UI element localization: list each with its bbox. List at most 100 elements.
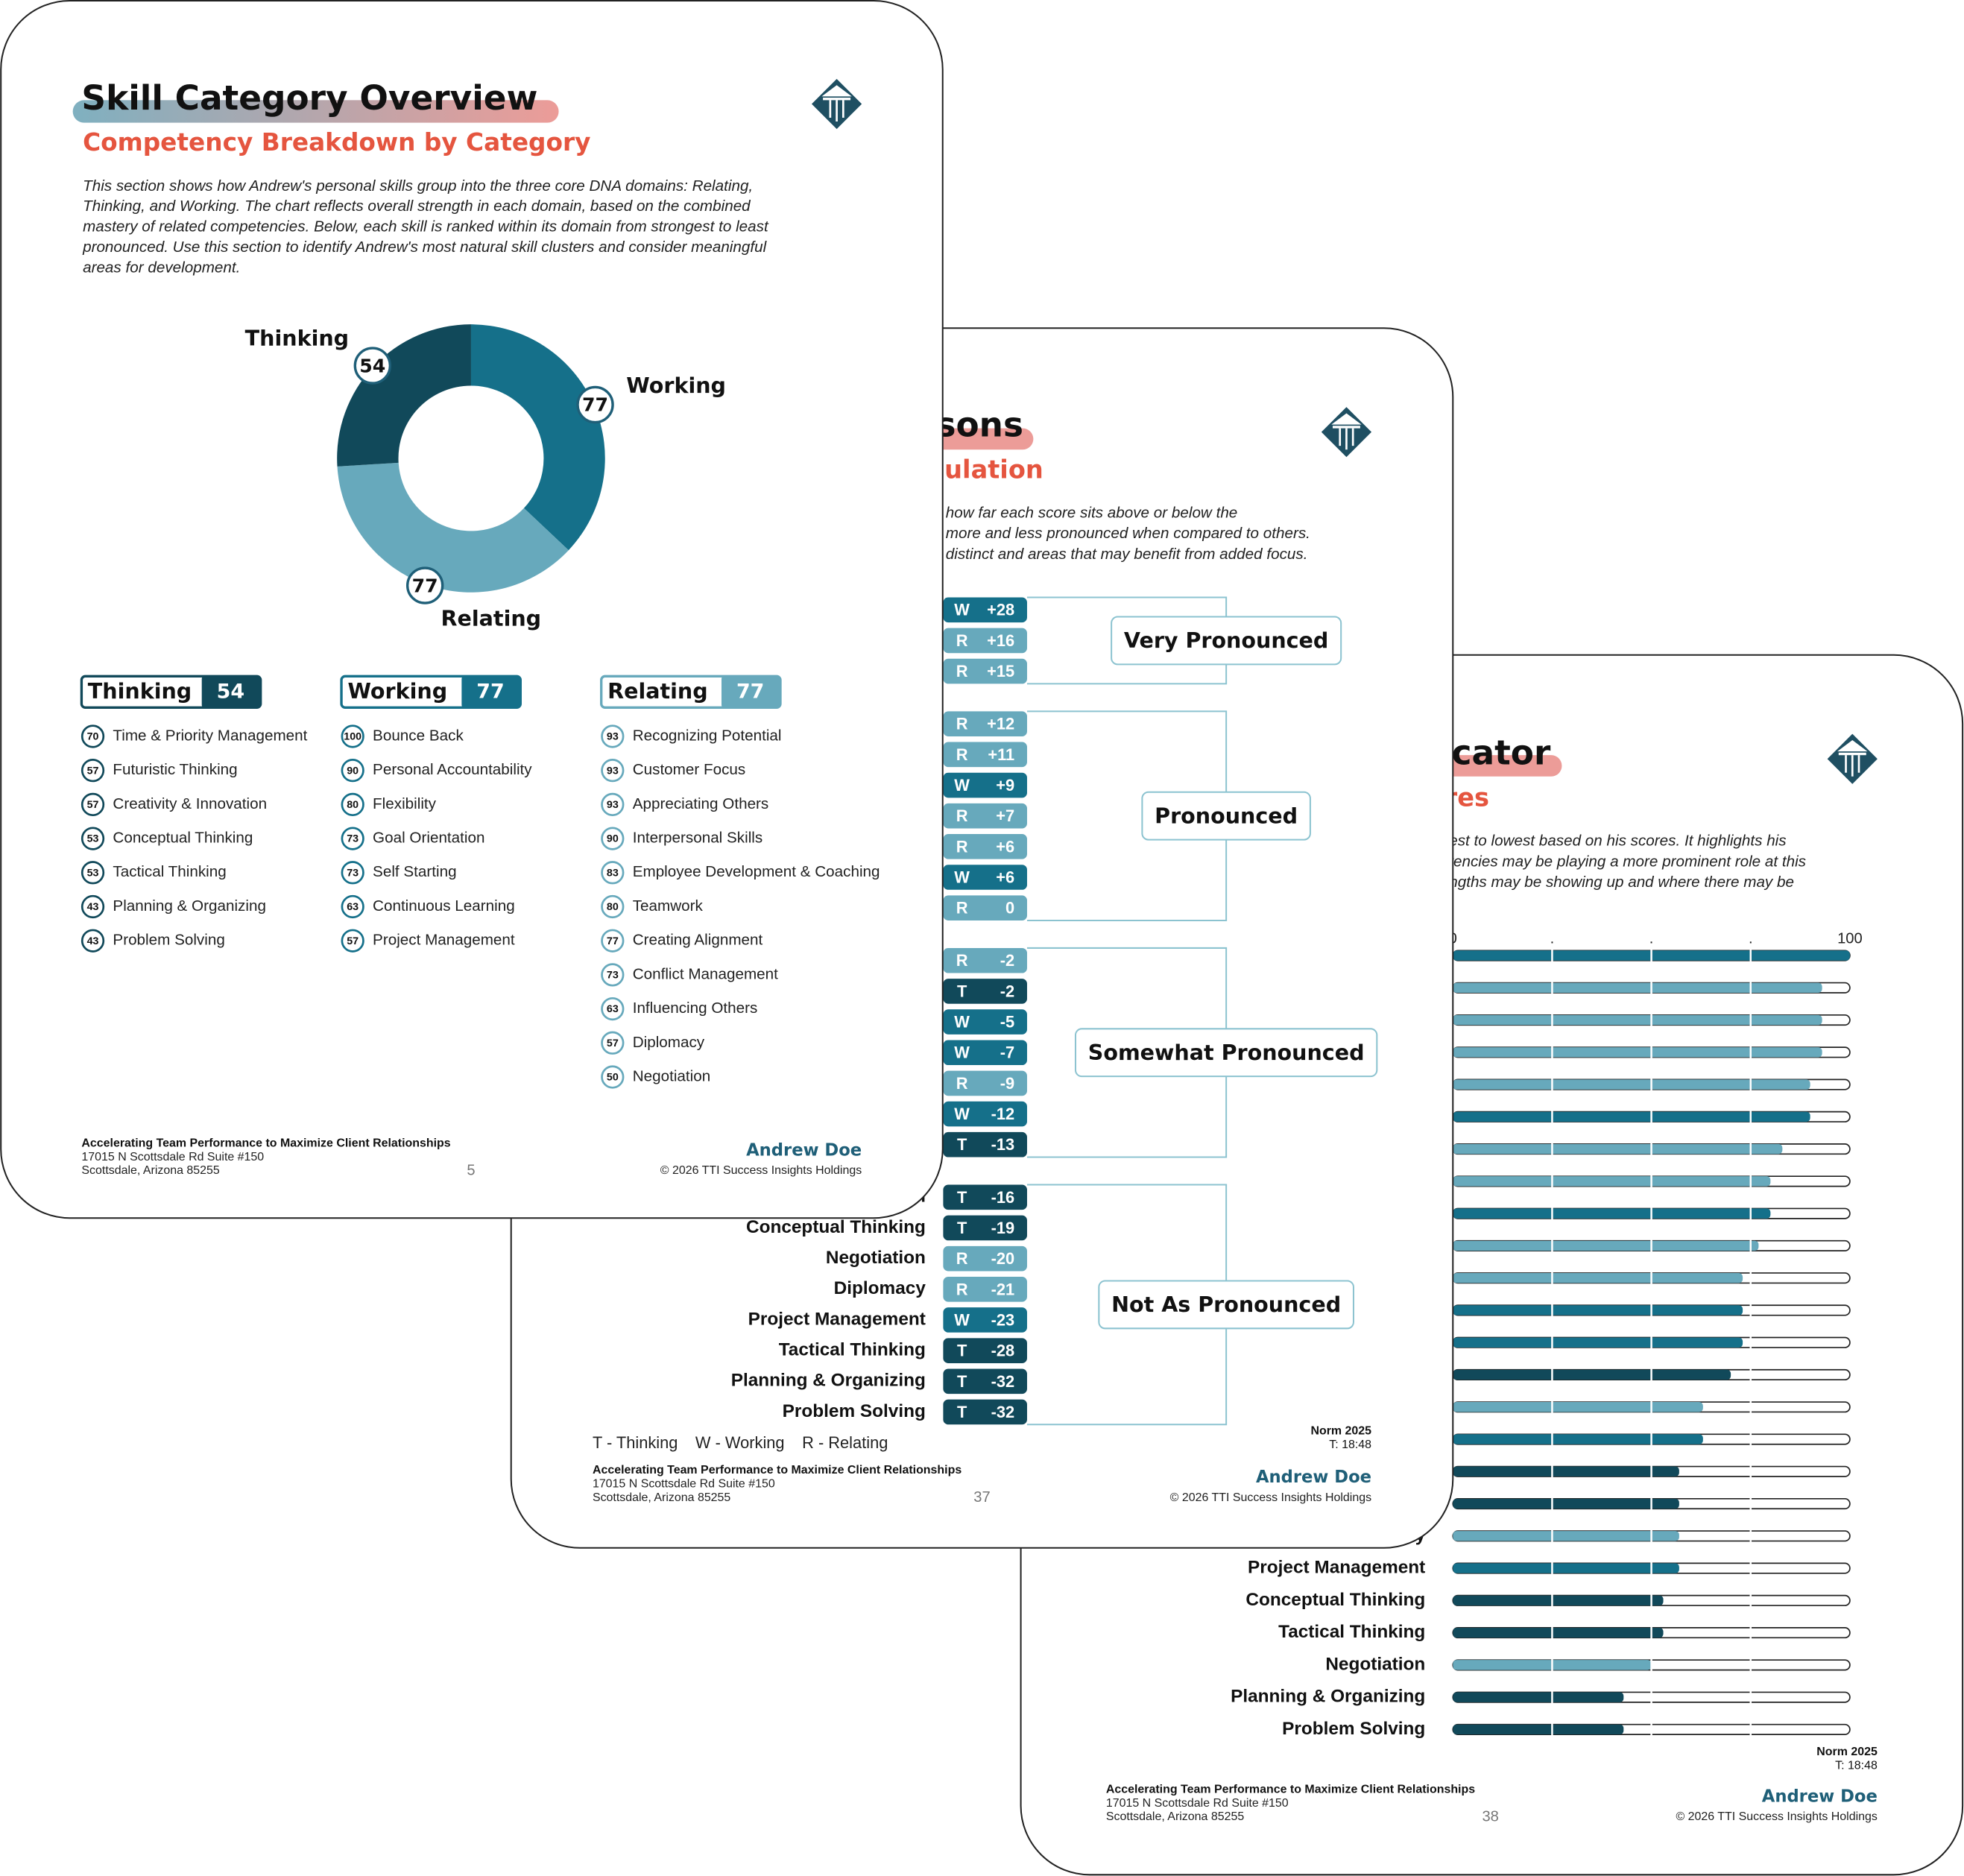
badge-domain: R <box>956 715 968 733</box>
badge <box>943 1040 1027 1066</box>
footer-address: Scottsdale, Arizona 85255 <box>1106 1810 1244 1823</box>
row-label: Project Management <box>748 1309 926 1329</box>
score-circle <box>80 894 105 919</box>
score-circle <box>80 759 105 783</box>
x-tick-label: . <box>1749 931 1753 947</box>
bar <box>1453 1369 1731 1380</box>
intro-line: This section shows how Andrew's personal… <box>83 177 753 195</box>
badge-domain: R <box>956 951 968 970</box>
badge-score: -16 <box>991 1188 1015 1207</box>
bar <box>1453 1402 1703 1412</box>
item-score: 57 <box>607 1038 619 1049</box>
item-score: 57 <box>347 935 359 947</box>
item-label: Customer Focus <box>633 761 746 778</box>
intro-line: tencies may be playing a more prominent … <box>1449 853 1806 870</box>
item-label: Bounce Back <box>373 727 464 744</box>
badge-score: +15 <box>987 662 1014 680</box>
badge <box>943 1070 1027 1096</box>
badge <box>943 1307 1027 1333</box>
bar <box>1453 1176 1771 1187</box>
intro-line: pronounced. Use this section to identify… <box>82 239 768 256</box>
intro-line: areas for development. <box>83 259 240 276</box>
badge-score: 0 <box>1005 899 1014 918</box>
row-label: Planning & Organizing <box>1231 1687 1425 1707</box>
item-score: 63 <box>607 1003 619 1015</box>
badge <box>943 1338 1027 1363</box>
footer-address: 17015 N Scottsdale Rd Suite #150 <box>81 1151 264 1163</box>
badge <box>943 1184 1027 1210</box>
donut-label: Relating <box>441 606 542 631</box>
bar <box>1453 1531 1679 1541</box>
title: cator <box>1452 733 1551 773</box>
badge <box>943 1131 1027 1158</box>
footer-company: Accelerating Team Performance to Maximiz… <box>593 1464 962 1477</box>
norm-time: T: 18:48 <box>1835 1759 1878 1772</box>
badge-score: -32 <box>991 1372 1015 1391</box>
score-circle <box>601 929 625 953</box>
badge-domain: W <box>954 1013 970 1032</box>
group-label: Pronounced <box>1155 803 1298 828</box>
donut-label: Thinking <box>245 325 349 350</box>
badge-domain: R <box>956 662 968 680</box>
badge <box>943 803 1027 829</box>
badge-score: -19 <box>991 1219 1015 1237</box>
badge-domain: W <box>954 1310 970 1329</box>
subtitle: Competency Breakdown by Category <box>83 128 590 157</box>
score-circle <box>601 1065 625 1089</box>
badge-score: -20 <box>991 1249 1015 1268</box>
bar <box>1453 1272 1743 1283</box>
footer-company: Accelerating Team Performance to Maximiz… <box>81 1137 450 1149</box>
badge-domain: R <box>956 1280 968 1298</box>
group-label-box <box>1074 1028 1378 1078</box>
group-label: Very Pronounced <box>1124 628 1328 653</box>
item-label: Diplomacy <box>633 1034 705 1051</box>
badge-score: -7 <box>1000 1043 1014 1062</box>
footer-name: Andrew Doe <box>1256 1468 1371 1487</box>
badge-domain: W <box>954 1043 970 1062</box>
badge-score: +11 <box>988 745 1014 764</box>
badge <box>943 895 1027 920</box>
item-score: 77 <box>607 935 619 947</box>
item-score: 73 <box>607 970 619 982</box>
item-score: 43 <box>87 935 99 947</box>
badge <box>943 711 1027 736</box>
item-score: 83 <box>607 867 619 879</box>
item-label: Goal Orientation <box>373 830 484 847</box>
intro-line: mastery of related competencies. Below, … <box>83 218 769 236</box>
title: Skill Category Overview <box>81 78 537 118</box>
group-label-box <box>1111 616 1342 666</box>
bar <box>1453 1047 1822 1058</box>
badge-domain: R <box>956 806 968 825</box>
badge <box>943 1277 1027 1302</box>
item-label: Recognizing Potential <box>633 727 782 744</box>
badge-domain: T <box>957 1342 967 1360</box>
page-number: 38 <box>1482 1808 1498 1825</box>
legend-item: W - Working <box>695 1433 785 1452</box>
badge-score: -32 <box>991 1403 1015 1421</box>
bar <box>1453 1627 1664 1638</box>
item-score: 90 <box>347 765 359 777</box>
score-circle <box>341 929 364 953</box>
score-circle <box>80 861 105 885</box>
item-label: Self Starting <box>373 863 457 880</box>
item-score: 93 <box>607 765 619 777</box>
badge-score: -28 <box>991 1342 1015 1360</box>
group-label: Not As Pronounced <box>1111 1292 1341 1317</box>
badge <box>943 1009 1027 1035</box>
score-circle <box>341 724 364 748</box>
donut-value: 77 <box>582 394 608 416</box>
column-score-box <box>721 676 780 708</box>
item-score: 57 <box>87 799 99 811</box>
badge-domain: W <box>954 776 970 795</box>
item-score: 100 <box>344 731 361 743</box>
bar <box>1453 1692 1624 1702</box>
score-circle <box>601 894 625 919</box>
column-score: 77 <box>476 680 504 704</box>
badge-score: -21 <box>991 1280 1015 1298</box>
donut-value: 77 <box>412 575 438 596</box>
item-label: Appreciating Others <box>633 795 769 812</box>
item-score: 50 <box>607 1072 619 1084</box>
footer-name: Andrew Doe <box>1762 1787 1878 1807</box>
intro-line: more and less pronounced when compared t… <box>946 525 1310 542</box>
